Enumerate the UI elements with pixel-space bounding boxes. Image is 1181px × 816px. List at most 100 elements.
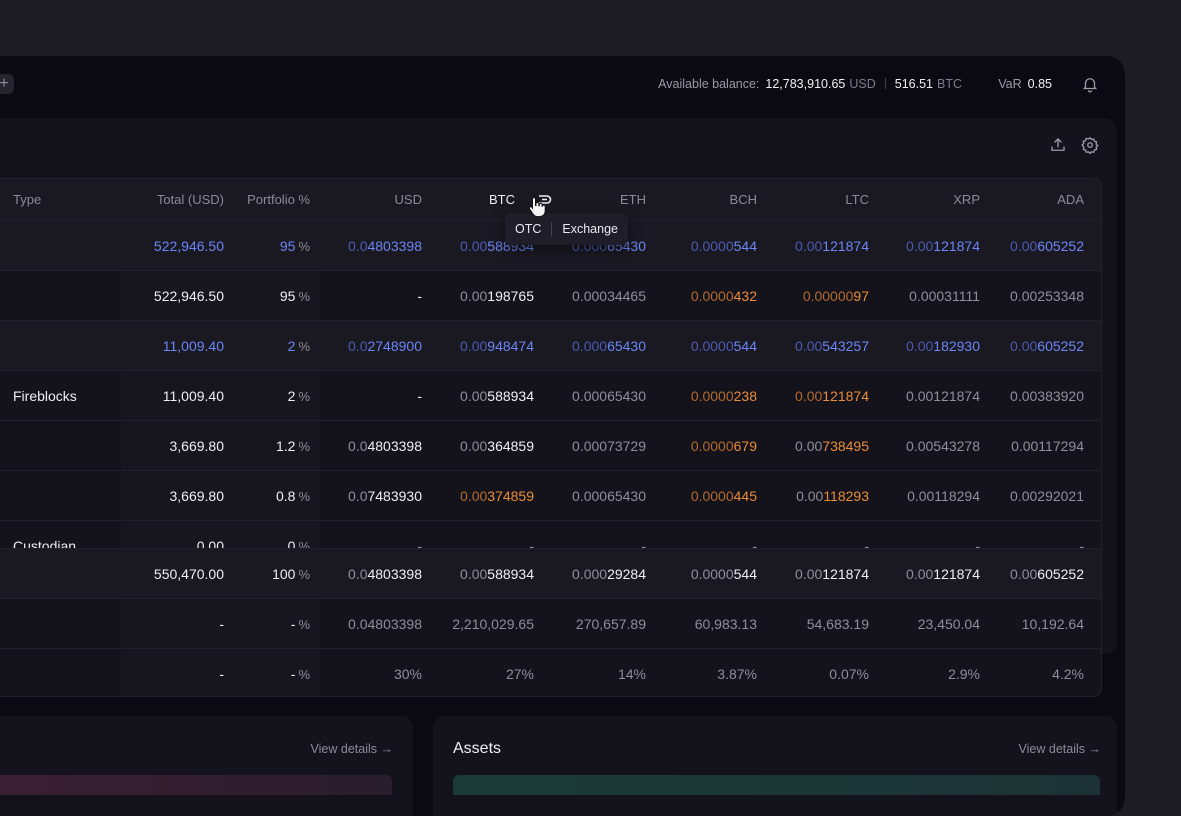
totals-usd: 0.0 4803398: [348, 566, 422, 582]
row-portfolio: 0%: [287, 538, 310, 548]
var-value: 0.85: [1027, 77, 1052, 91]
header-usd[interactable]: USD: [394, 192, 422, 207]
table-row[interactable]: Custodian 0.00 0% - - - - - - -: [0, 520, 1101, 548]
table-row[interactable]: 11,009.40 2% 0.0 2748900 0.00 948474 0.000…: [0, 320, 1101, 371]
totals-xrp: 0.00 121874: [906, 566, 980, 582]
portfolio-panel: Type Total (USD) Portfolio % USD BTC ETH…: [0, 118, 1117, 697]
top-bar: + Available balance: 12,783,910.65 USD 516.…: [0, 56, 1125, 114]
summary-btc: 27%: [505, 666, 534, 682]
table-row[interactable]: 522,946.50 95% - 0.00 198765 0.00034465 0…: [0, 270, 1101, 321]
left-card: View details →: [0, 716, 413, 816]
tooltip-otc[interactable]: OTC: [515, 222, 542, 236]
toggle-icon[interactable]: [538, 194, 552, 205]
summary-btc: 2,210,029.65: [452, 616, 534, 632]
totals-ada: 0.00 605252: [1010, 566, 1084, 582]
row-portfolio: 2%: [287, 388, 310, 404]
totals-row: 550,470.00 100% 0.0 4803398 0.00 588934 0.…: [0, 548, 1101, 599]
balance-btc-unit: BTC: [937, 77, 962, 91]
header-total[interactable]: Total (USD): [156, 192, 224, 207]
row-xrp: 0.00543278: [906, 438, 980, 454]
row-btc: 0.00 588934: [460, 388, 534, 404]
summary-xrp: 2.9%: [948, 666, 980, 682]
header-xrp[interactable]: XRP: [953, 192, 980, 207]
row-btc: 0.00 374859: [460, 488, 534, 504]
row-xrp: 0.00121874: [906, 388, 980, 404]
summary-ltc: 54,683.19: [806, 616, 869, 632]
row-portfolio: 95%: [279, 288, 310, 304]
balance-usd-value: 12,783,910.65: [765, 77, 846, 91]
row-portfolio: 2%: [287, 338, 310, 354]
header-portfolio[interactable]: Portfolio %: [247, 192, 310, 207]
tooltip-exchange[interactable]: Exchange: [562, 222, 618, 236]
row-eth: 0.00073729: [572, 438, 646, 454]
assets-card: Assets View details →: [433, 716, 1117, 816]
row-total: 3,669.80: [169, 488, 225, 504]
view-details-left-link[interactable]: View details →: [310, 742, 393, 756]
summary-ada: 10,192.64: [1021, 616, 1084, 632]
summary-eth: 14%: [617, 666, 646, 682]
assets-bar: [453, 775, 1100, 795]
bell-icon[interactable]: [1081, 75, 1099, 93]
assets-title: Assets: [453, 740, 502, 757]
header-eth[interactable]: ETH: [620, 192, 646, 207]
btc-source-tooltip: OTC Exchange: [505, 213, 628, 245]
panel-toolbar: [1049, 136, 1099, 154]
bottom-cards: View details → Assets View details →: [0, 716, 1117, 816]
totals-portfolio: 100%: [272, 566, 310, 582]
var-indicator: VaR 0.85: [998, 77, 1052, 91]
row-ada: 0.00 605252: [1010, 238, 1084, 254]
summary-ada: 4.2%: [1052, 666, 1084, 682]
row-ada: -: [1079, 538, 1084, 548]
row-usd: 0.0 2748900: [348, 338, 422, 354]
row-usd: 0.0 4803398: [348, 438, 422, 454]
row-xrp: 0.00118294: [907, 488, 980, 504]
available-balance: Available balance: 12,783,910.65 USD 516.51…: [658, 77, 962, 91]
header-ada[interactable]: ADA: [1057, 192, 1084, 207]
row-ltc: 0.00 118293: [796, 488, 869, 504]
export-icon[interactable]: [1049, 136, 1067, 154]
row-xrp: 0.00031111: [909, 288, 980, 304]
row-total: 11,009.40: [162, 338, 224, 354]
tooltip-divider: [551, 222, 553, 236]
row-ltc: 0.00 543257: [795, 338, 869, 354]
gear-icon[interactable]: [1081, 136, 1099, 154]
row-ltc: 0.00000 97: [802, 288, 869, 304]
row-ltc: 0.00 121874: [795, 388, 869, 404]
row-ada: 0.00253348: [1010, 288, 1084, 304]
row-bch: 0.0000 544: [690, 338, 757, 354]
summary-bch: 3.87%: [717, 666, 757, 682]
table-header: Type Total (USD) Portfolio % USD BTC ETH…: [0, 179, 1101, 220]
table-row[interactable]: 3,669.80 0.8% 0.0 7483930 0.00 374859 0.00…: [0, 470, 1101, 521]
row-usd: 0.0 4803398: [348, 238, 422, 254]
row-eth: -: [641, 538, 646, 548]
row-usd: -: [417, 288, 422, 304]
total-columns-shade: [121, 220, 320, 696]
row-total: 3,669.80: [169, 438, 225, 454]
app-window: + Available balance: 12,783,910.65 USD 516.…: [0, 56, 1125, 816]
row-ada: 0.00117294: [1011, 438, 1084, 454]
row-bch: 0.0000 432: [690, 288, 757, 304]
row-eth: 0.00065430: [572, 488, 646, 504]
table-row[interactable]: Fireblocks 11,009.40 2% - 0.00 588934 0.0…: [0, 370, 1101, 421]
balance-label: Available balance:: [658, 77, 760, 91]
add-tab-button[interactable]: +: [0, 74, 14, 94]
portfolio-table: Type Total (USD) Portfolio % USD BTC ETH…: [0, 178, 1102, 697]
row-bch: -: [752, 538, 757, 548]
header-btc[interactable]: BTC: [489, 192, 515, 207]
table-row[interactable]: 3,669.80 1.2% 0.0 4803398 0.00 364859 0.00…: [0, 420, 1101, 471]
row-usd: -: [417, 388, 422, 404]
row-ltc: -: [864, 538, 869, 548]
header-ltc[interactable]: LTC: [845, 192, 869, 207]
summary-portfolio: -%: [290, 666, 310, 682]
hand-cursor-icon: [528, 196, 546, 218]
header-type[interactable]: Type: [13, 192, 42, 207]
totals-bch: 0.0000 544: [690, 566, 757, 582]
header-bch[interactable]: BCH: [729, 192, 757, 207]
view-details-right-link[interactable]: View details →: [1018, 742, 1101, 756]
row-bch: 0.0000 445: [690, 488, 757, 504]
balance-btc-value: 516.51: [894, 77, 933, 91]
row-bch: 0.0000 679: [690, 438, 757, 454]
row-type: [13, 221, 123, 271]
summary-usd: 0.04803398: [348, 616, 422, 632]
row-xrp: 0.00 182930: [906, 338, 980, 354]
